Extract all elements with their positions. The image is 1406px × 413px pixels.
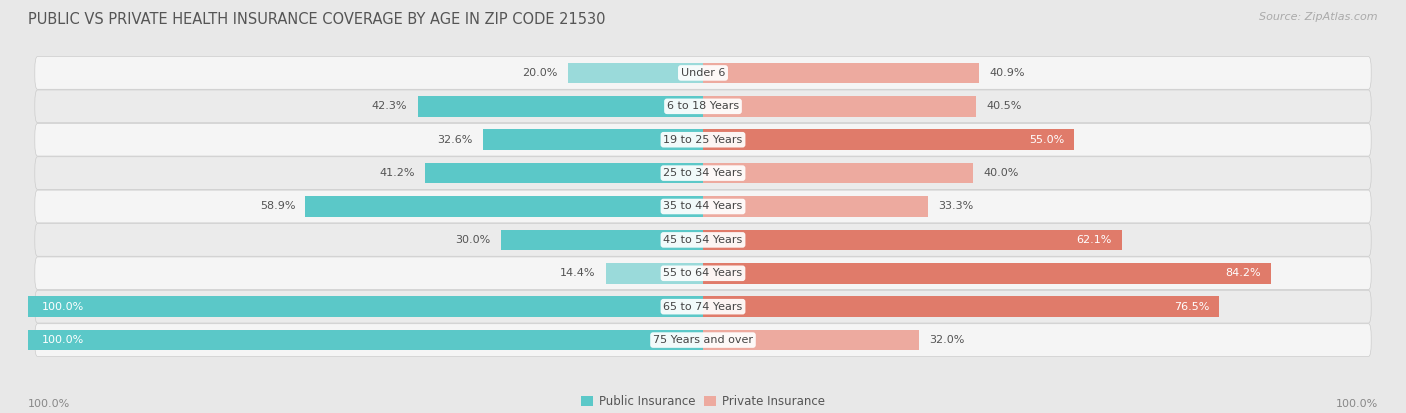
Bar bbox=[703, 63, 979, 83]
Text: 100.0%: 100.0% bbox=[42, 335, 84, 345]
Text: 20.0%: 20.0% bbox=[523, 68, 558, 78]
Text: 55.0%: 55.0% bbox=[1029, 135, 1064, 145]
Text: 40.0%: 40.0% bbox=[983, 168, 1018, 178]
Text: 58.9%: 58.9% bbox=[260, 202, 295, 211]
Bar bbox=[703, 163, 973, 183]
Text: 100.0%: 100.0% bbox=[28, 399, 70, 409]
FancyBboxPatch shape bbox=[35, 257, 1371, 290]
Text: 76.5%: 76.5% bbox=[1174, 301, 1209, 312]
Text: 100.0%: 100.0% bbox=[1336, 399, 1378, 409]
Bar bbox=[305, 196, 703, 217]
FancyBboxPatch shape bbox=[35, 157, 1371, 190]
Text: 25 to 34 Years: 25 to 34 Years bbox=[664, 168, 742, 178]
Text: 40.9%: 40.9% bbox=[990, 68, 1025, 78]
Bar bbox=[703, 230, 1122, 250]
Text: 84.2%: 84.2% bbox=[1226, 268, 1261, 278]
Text: 33.3%: 33.3% bbox=[938, 202, 973, 211]
Bar bbox=[703, 330, 920, 350]
Bar bbox=[425, 163, 703, 183]
Bar bbox=[606, 263, 703, 284]
Text: 6 to 18 Years: 6 to 18 Years bbox=[666, 101, 740, 112]
FancyBboxPatch shape bbox=[35, 123, 1371, 156]
Text: 14.4%: 14.4% bbox=[560, 268, 596, 278]
FancyBboxPatch shape bbox=[35, 57, 1371, 89]
Text: 62.1%: 62.1% bbox=[1077, 235, 1112, 245]
Text: Under 6: Under 6 bbox=[681, 68, 725, 78]
FancyBboxPatch shape bbox=[35, 290, 1371, 323]
Text: 40.5%: 40.5% bbox=[987, 101, 1022, 112]
Text: PUBLIC VS PRIVATE HEALTH INSURANCE COVERAGE BY AGE IN ZIP CODE 21530: PUBLIC VS PRIVATE HEALTH INSURANCE COVER… bbox=[28, 12, 606, 27]
Text: 32.6%: 32.6% bbox=[437, 135, 472, 145]
Text: 55 to 64 Years: 55 to 64 Years bbox=[664, 268, 742, 278]
Text: 45 to 54 Years: 45 to 54 Years bbox=[664, 235, 742, 245]
Bar bbox=[703, 296, 1219, 317]
Text: Source: ZipAtlas.com: Source: ZipAtlas.com bbox=[1260, 12, 1378, 22]
Text: 75 Years and over: 75 Years and over bbox=[652, 335, 754, 345]
Text: 65 to 74 Years: 65 to 74 Years bbox=[664, 301, 742, 312]
Bar bbox=[484, 129, 703, 150]
Bar bbox=[703, 196, 928, 217]
Bar bbox=[28, 296, 703, 317]
Text: 42.3%: 42.3% bbox=[373, 101, 408, 112]
Bar bbox=[568, 63, 703, 83]
FancyBboxPatch shape bbox=[35, 324, 1371, 356]
Text: 32.0%: 32.0% bbox=[929, 335, 965, 345]
Bar bbox=[501, 230, 703, 250]
Bar bbox=[418, 96, 703, 117]
Bar bbox=[703, 129, 1074, 150]
Text: 41.2%: 41.2% bbox=[380, 168, 415, 178]
FancyBboxPatch shape bbox=[35, 90, 1371, 123]
FancyBboxPatch shape bbox=[35, 223, 1371, 256]
Legend: Public Insurance, Private Insurance: Public Insurance, Private Insurance bbox=[581, 395, 825, 408]
Bar bbox=[703, 263, 1271, 284]
Text: 35 to 44 Years: 35 to 44 Years bbox=[664, 202, 742, 211]
Bar bbox=[28, 330, 703, 350]
Text: 30.0%: 30.0% bbox=[456, 235, 491, 245]
Text: 19 to 25 Years: 19 to 25 Years bbox=[664, 135, 742, 145]
FancyBboxPatch shape bbox=[35, 190, 1371, 223]
Text: 100.0%: 100.0% bbox=[42, 301, 84, 312]
Bar bbox=[703, 96, 976, 117]
